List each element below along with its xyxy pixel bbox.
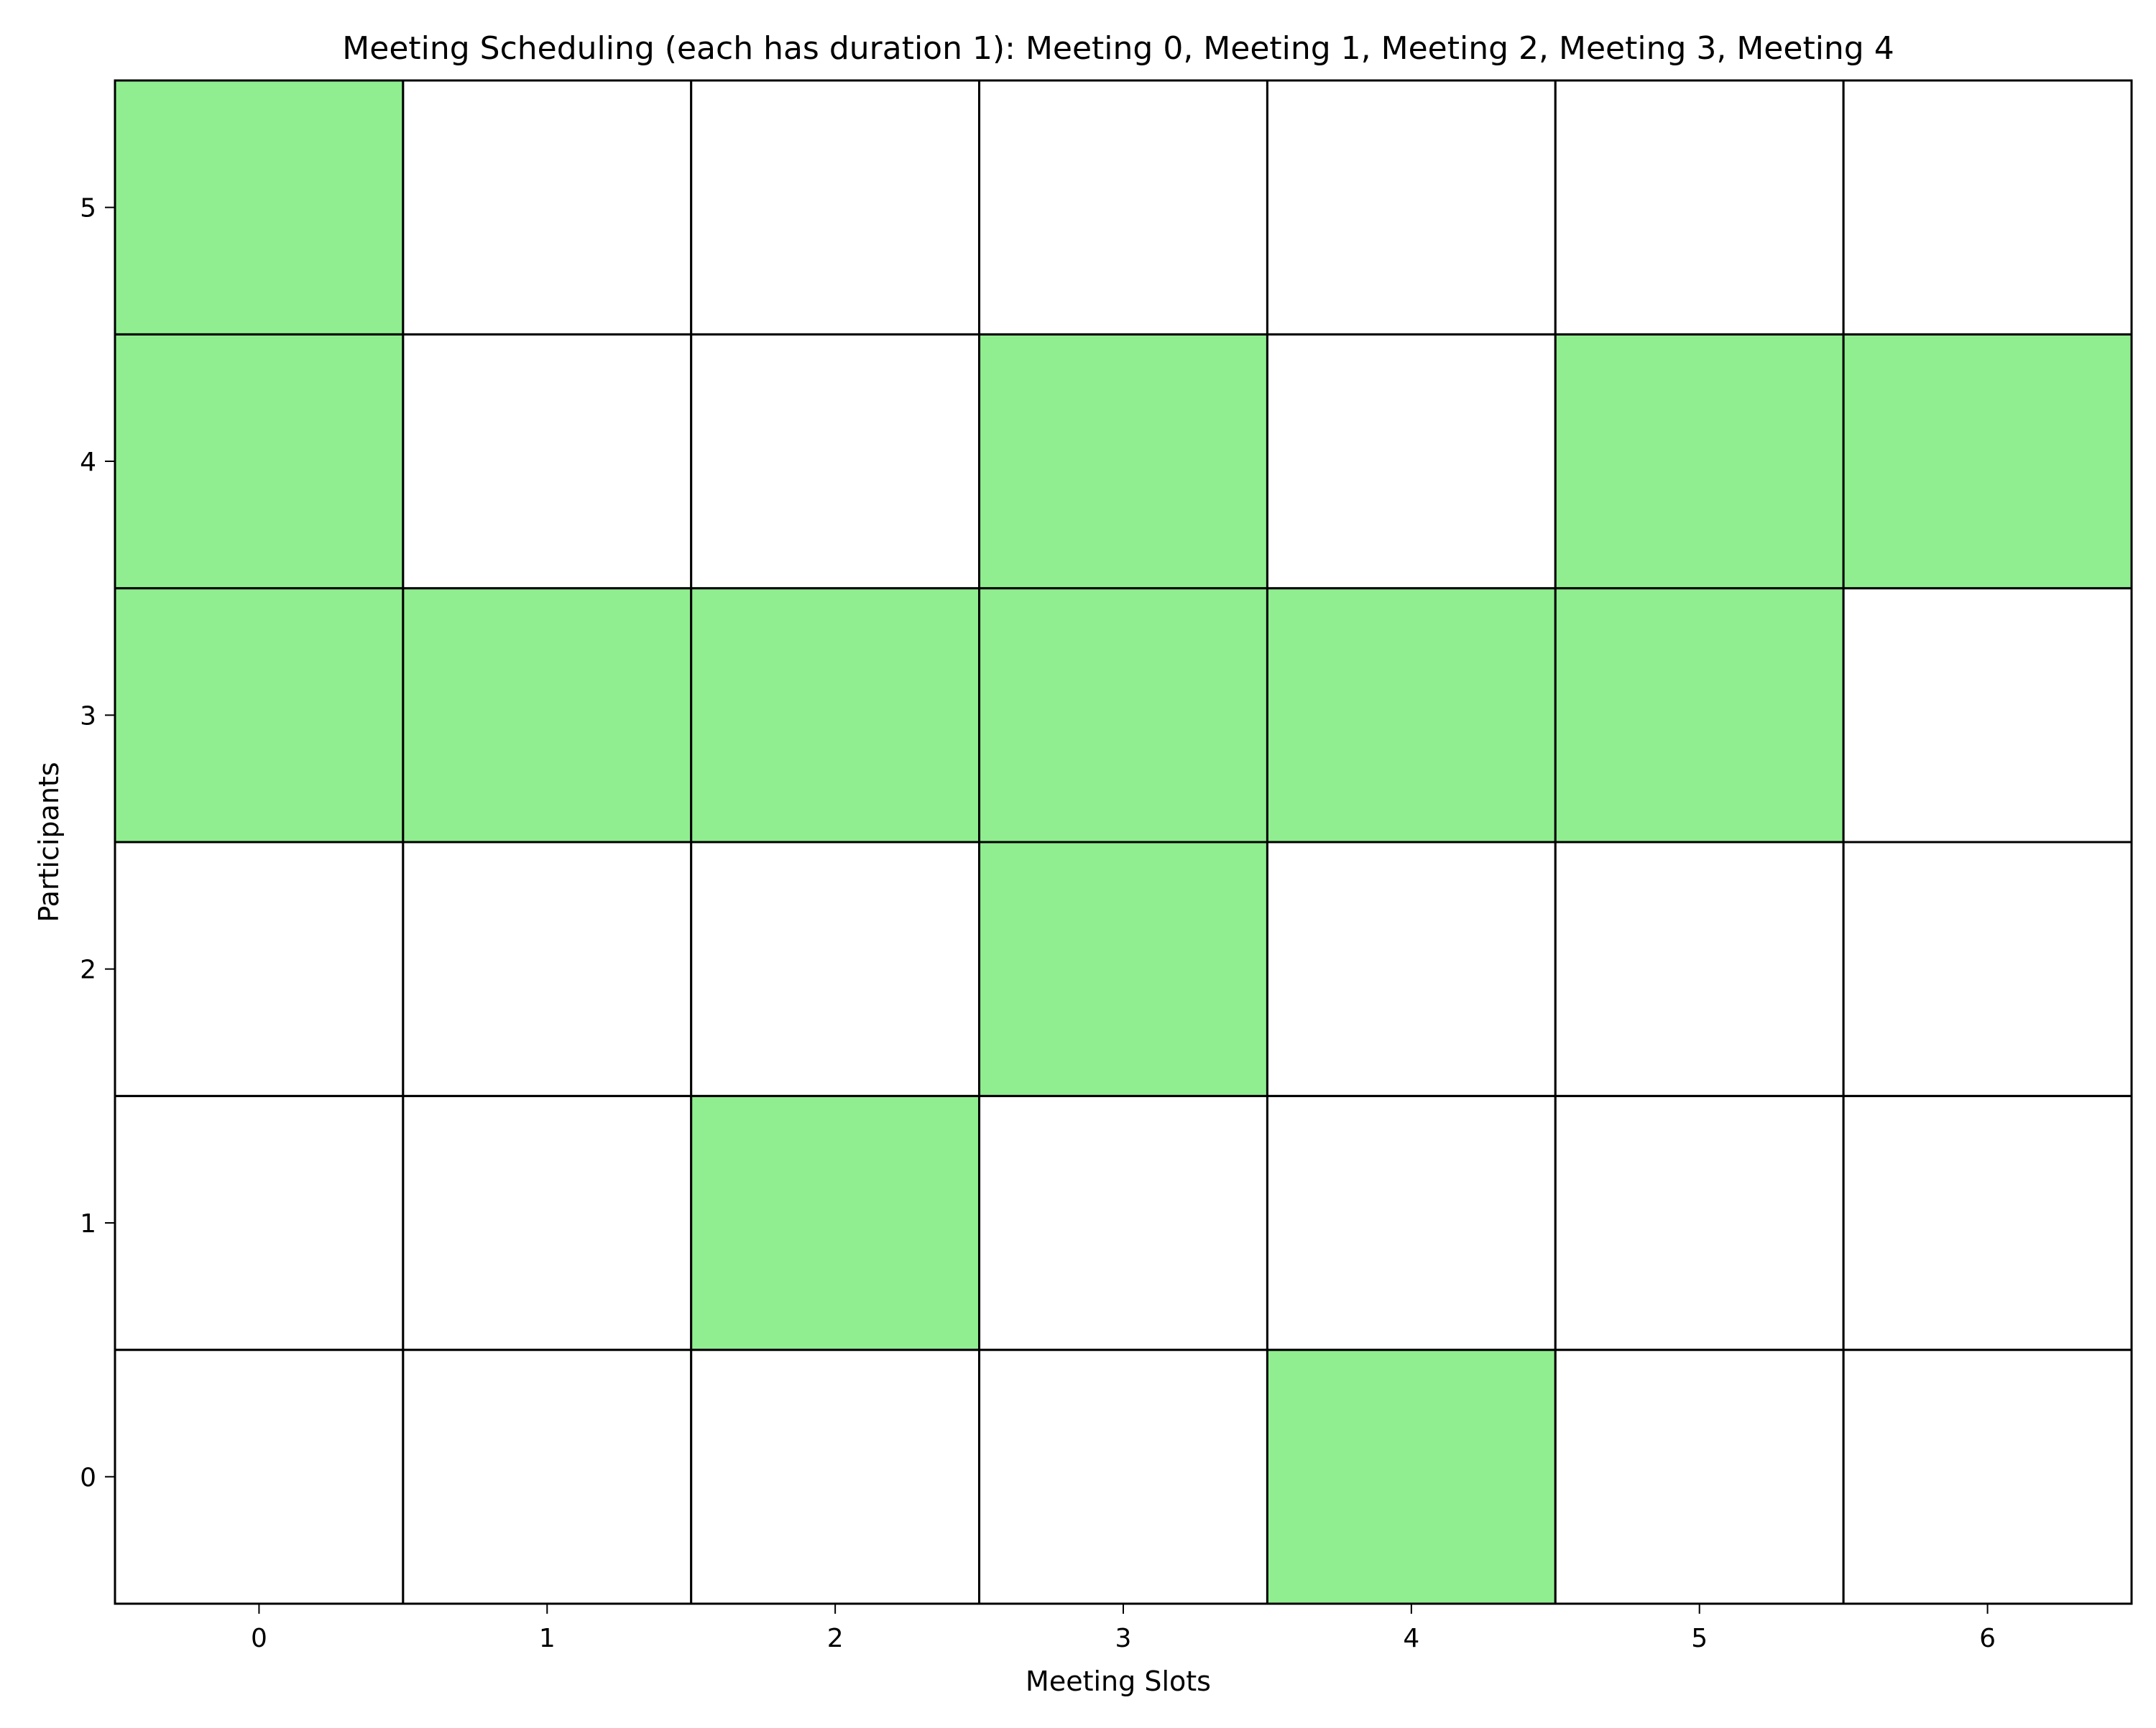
cell-p4-s0 (114, 333, 405, 590)
cell-p5-s1 (402, 79, 693, 336)
cell-p3-s0 (114, 587, 405, 844)
cell-p0-s1 (402, 1349, 693, 1605)
cell-p4-s6 (1842, 333, 2133, 590)
cell-grid (114, 79, 2133, 1605)
cell-p5-s5 (1554, 79, 1845, 336)
x-axis-label: Meeting Slots (1026, 1665, 1211, 1697)
cell-p0-s4 (1266, 1349, 1557, 1605)
cell-p1-s0 (114, 1094, 405, 1352)
x-tick-label: 4 (1403, 1624, 1419, 1653)
cell-p4-s1 (402, 333, 693, 590)
cell-p5-s4 (1266, 79, 1557, 336)
y-axis-ticks: 0 1 2 3 4 5 (80, 194, 115, 1492)
cell-p5-s3 (978, 79, 1268, 336)
cell-p0-s6 (1842, 1349, 2133, 1605)
cell-p1-s5 (1554, 1094, 1845, 1352)
cell-p4-s5 (1554, 333, 1845, 590)
y-tick-label: 2 (80, 956, 96, 985)
cell-p2-s2 (690, 841, 981, 1097)
cell-p4-s3 (978, 333, 1268, 590)
cell-p3-s5 (1554, 587, 1845, 844)
cell-p2-s6 (1842, 841, 2133, 1097)
cell-p3-s6 (1842, 587, 2133, 844)
cell-p0-s3 (978, 1349, 1268, 1605)
cell-p2-s4 (1266, 841, 1557, 1097)
y-tick-label: 1 (80, 1209, 96, 1239)
x-tick-label: 6 (1979, 1624, 1996, 1653)
x-tick-label: 0 (251, 1624, 267, 1653)
cell-p0-s2 (690, 1349, 981, 1605)
y-tick-label: 0 (80, 1463, 96, 1492)
x-tick-label: 5 (1691, 1624, 1708, 1653)
cell-p0-s5 (1554, 1349, 1845, 1605)
cell-p1-s1 (402, 1094, 693, 1352)
cell-p1-s4 (1266, 1094, 1557, 1352)
x-tick-label: 3 (1115, 1624, 1132, 1653)
cell-p5-s6 (1842, 79, 2133, 336)
y-tick-label: 5 (80, 194, 96, 223)
cell-p2-s3 (978, 841, 1268, 1097)
cell-p3-s1 (402, 587, 693, 844)
x-tick-label: 1 (539, 1624, 556, 1653)
cell-p3-s2 (690, 587, 981, 844)
cell-p0-s0 (114, 1349, 405, 1605)
cell-p2-s0 (114, 841, 405, 1097)
cell-p3-s3 (978, 587, 1268, 844)
x-axis-ticks: 0 1 2 3 4 5 6 (251, 1604, 1996, 1653)
cell-p2-s5 (1554, 841, 1845, 1097)
cell-p3-s4 (1266, 587, 1557, 844)
cell-p5-s0 (114, 79, 405, 336)
x-tick-label: 2 (827, 1624, 844, 1653)
cell-p1-s6 (1842, 1094, 2133, 1352)
cell-p1-s2 (690, 1094, 981, 1352)
cell-p2-s1 (402, 841, 693, 1097)
cell-p1-s3 (978, 1094, 1268, 1352)
y-tick-label: 4 (80, 448, 96, 477)
cell-p5-s2 (690, 79, 981, 336)
cell-p4-s4 (1266, 333, 1557, 590)
y-tick-label: 3 (80, 701, 96, 731)
cell-p4-s2 (690, 333, 981, 590)
chart-title: Meeting Scheduling (each has duration 1)… (342, 30, 1894, 67)
plot-frame (114, 79, 2133, 1605)
y-axis-label: Participants (33, 762, 65, 922)
